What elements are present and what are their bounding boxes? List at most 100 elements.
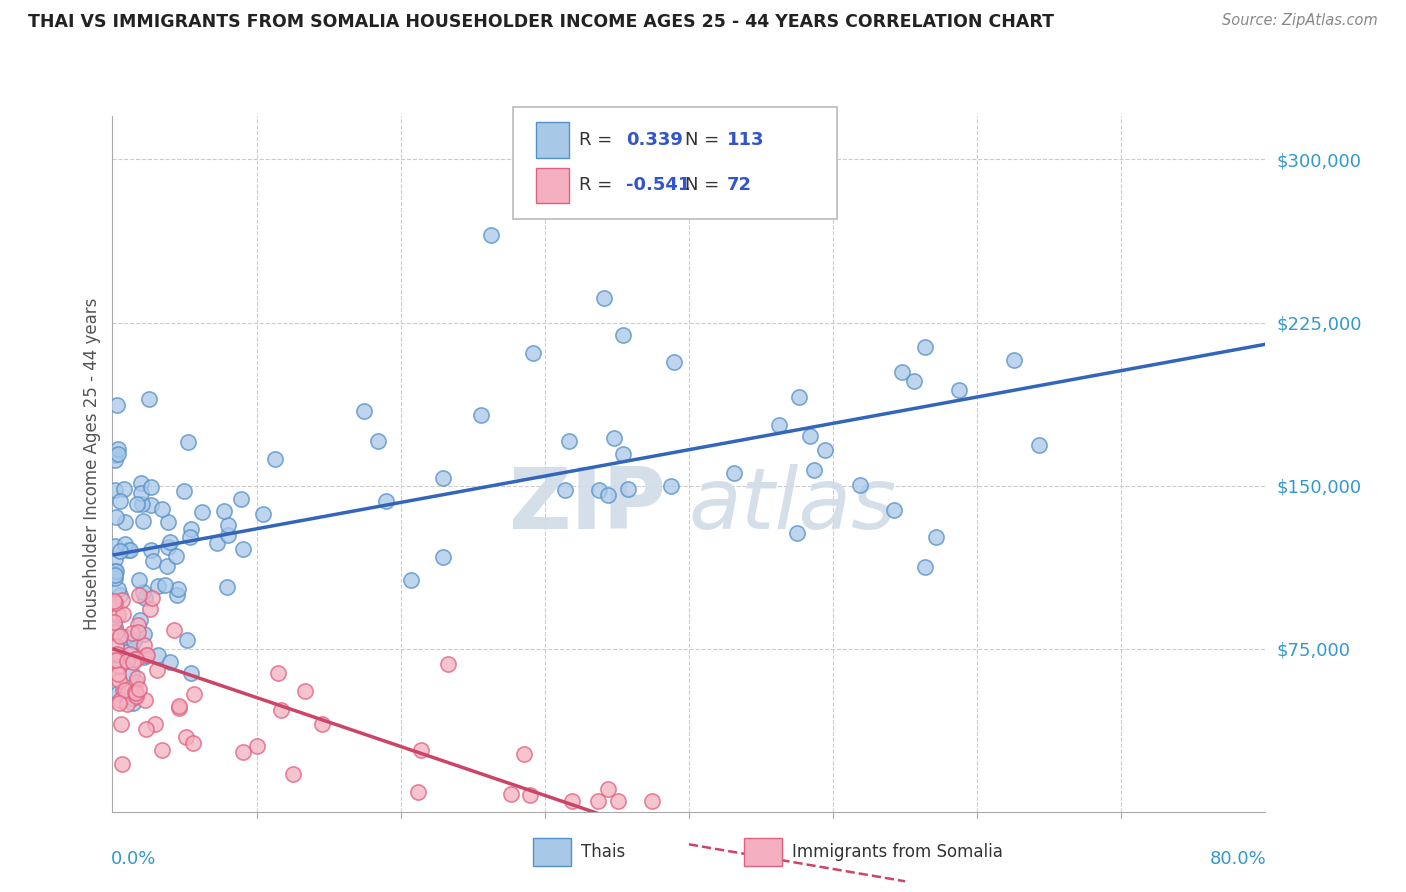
Point — [132, 649, 155, 664]
Text: N =: N = — [685, 131, 724, 149]
Point — [122, 634, 145, 648]
Point — [110, 543, 132, 558]
Point — [787, 390, 810, 404]
Point — [132, 627, 155, 641]
Point — [124, 684, 146, 698]
Point — [640, 794, 662, 808]
Point — [664, 355, 686, 369]
Point — [215, 580, 238, 594]
Point — [232, 745, 254, 759]
Point — [479, 227, 502, 242]
Point — [598, 782, 620, 797]
Point — [104, 483, 127, 497]
Text: 0.0%: 0.0% — [111, 850, 156, 868]
Point — [107, 685, 129, 699]
Point — [406, 785, 429, 799]
Point — [146, 579, 169, 593]
Point — [120, 543, 142, 558]
Point — [112, 683, 135, 698]
Point — [114, 516, 136, 530]
Point — [179, 530, 201, 544]
Point — [104, 620, 127, 634]
Point — [602, 431, 624, 445]
Point — [799, 429, 821, 443]
Text: 0.339: 0.339 — [626, 131, 682, 149]
Point — [612, 447, 634, 461]
Text: R =: R = — [579, 177, 619, 194]
Point — [107, 447, 129, 461]
Point — [139, 498, 162, 512]
Point — [128, 588, 150, 602]
Point — [437, 657, 460, 671]
Point — [132, 514, 155, 528]
Point — [104, 510, 127, 524]
Point — [135, 722, 157, 736]
Point — [155, 558, 177, 573]
Point — [121, 655, 143, 669]
Point — [432, 549, 454, 564]
Text: ZIP: ZIP — [508, 464, 666, 547]
Text: 113: 113 — [727, 131, 765, 149]
Point — [121, 667, 143, 681]
Point — [270, 704, 292, 718]
Point — [163, 623, 186, 637]
Point — [167, 699, 190, 714]
Point — [207, 536, 229, 550]
Point — [1028, 438, 1050, 452]
Point — [246, 739, 269, 753]
Point — [374, 493, 396, 508]
Point — [159, 655, 181, 669]
Point — [128, 613, 150, 627]
Point — [925, 530, 948, 544]
Point — [141, 480, 163, 494]
Point — [470, 408, 492, 422]
Point — [181, 736, 204, 750]
Point — [903, 375, 925, 389]
Point — [266, 666, 288, 681]
Point — [150, 502, 173, 516]
Point — [432, 471, 454, 485]
Point — [104, 564, 127, 578]
Point — [513, 747, 536, 761]
Point — [592, 291, 614, 305]
Point — [112, 607, 135, 622]
Point — [768, 418, 790, 433]
Point — [173, 484, 195, 499]
Point — [114, 682, 136, 697]
Point — [153, 578, 176, 592]
Point — [125, 497, 148, 511]
Point — [125, 651, 148, 665]
Point — [128, 573, 150, 587]
Point — [914, 559, 936, 574]
Point — [105, 647, 128, 661]
Point — [217, 528, 239, 542]
Point — [108, 696, 131, 710]
Point — [723, 466, 745, 480]
Point — [104, 452, 127, 467]
Point — [659, 479, 682, 493]
Point — [110, 629, 132, 643]
Point — [122, 696, 145, 710]
Point — [150, 743, 173, 757]
Point — [135, 648, 157, 662]
Point — [180, 522, 202, 536]
Point — [167, 701, 190, 715]
Point — [311, 716, 333, 731]
Point — [127, 618, 149, 632]
Point — [607, 794, 630, 808]
Point — [103, 594, 125, 608]
Point — [127, 624, 149, 639]
Point — [110, 717, 132, 731]
Point — [125, 630, 148, 644]
Point — [103, 615, 125, 630]
Text: 80.0%: 80.0% — [1209, 850, 1267, 868]
Point — [814, 443, 837, 458]
Point — [117, 543, 139, 558]
Point — [588, 483, 610, 498]
Point — [104, 552, 127, 566]
Point — [558, 434, 581, 449]
Point — [114, 537, 136, 551]
Point — [107, 667, 129, 681]
Point — [110, 494, 132, 508]
Point — [111, 756, 134, 771]
